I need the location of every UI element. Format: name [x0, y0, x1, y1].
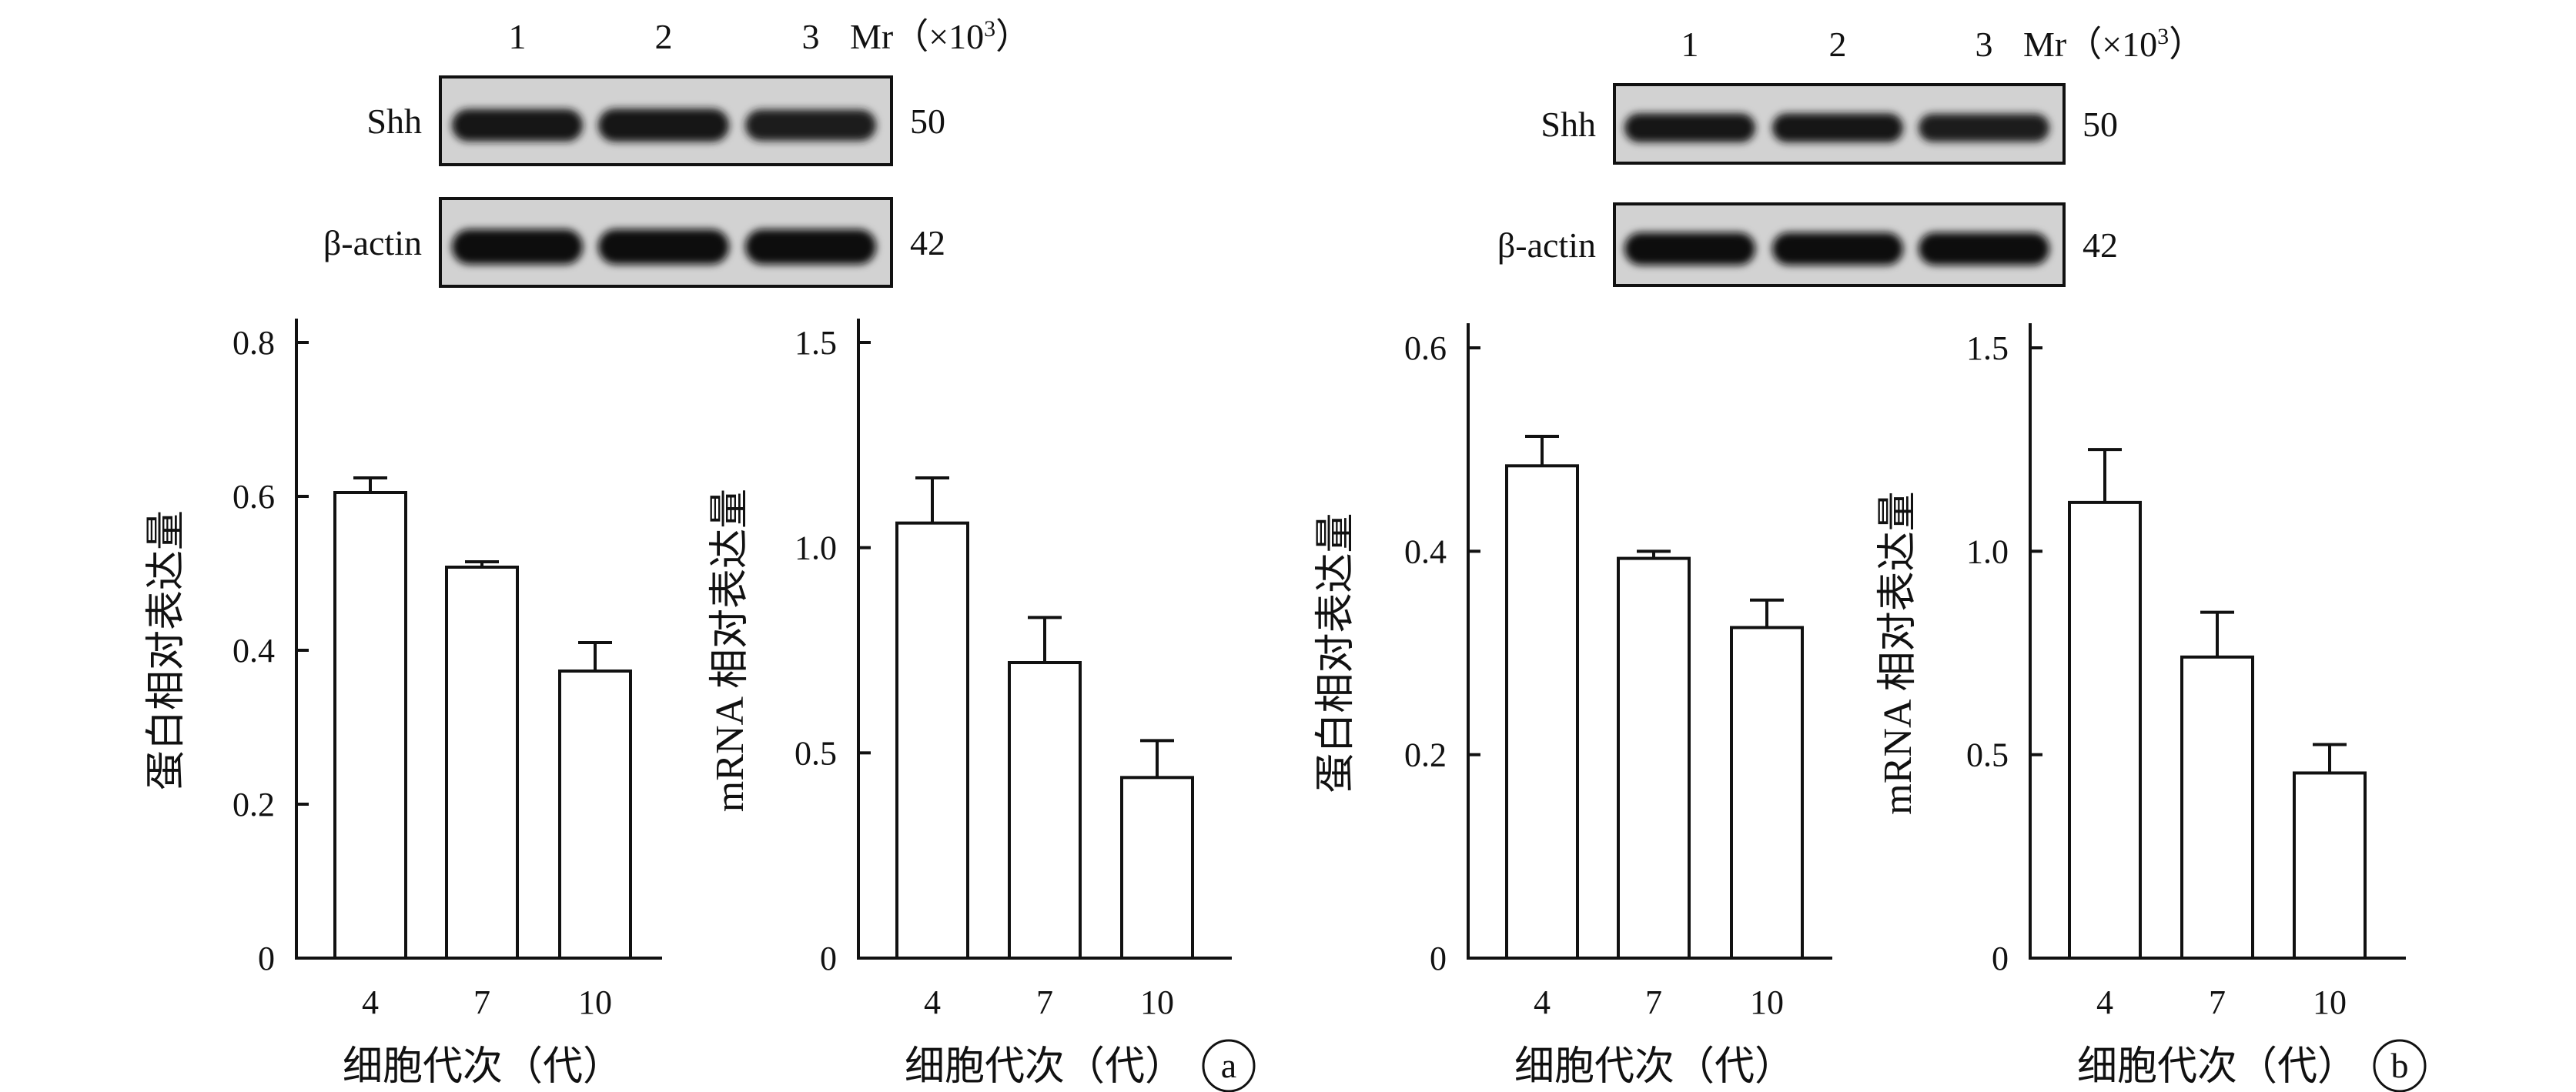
bar [445, 566, 519, 960]
x-tick-label: 7 [2209, 983, 2226, 1021]
molecular-weight-label: 50 [2083, 105, 2118, 144]
western-blot-layer: 1 2 3 Mr（×103）Shh 50β-actin 421 2 3 Mr（×103）Shh 5… [323, 16, 2204, 288]
molecular-weight-label: 42 [2083, 225, 2118, 265]
y-axis-label: mRNA 相对表达量 [708, 489, 752, 812]
molecular-weight-label: 50 [910, 102, 945, 141]
x-tick-label: 4 [1534, 983, 1551, 1021]
x-axis-label: 细胞代次（代） [2077, 1045, 2357, 1089]
mr-label-text: Mr（×10 [2023, 25, 2157, 64]
x-tick-label: 4 [2096, 983, 2113, 1021]
protein-label: Shh [366, 102, 422, 141]
bar [333, 491, 407, 960]
y-tick-label: 0.2 [233, 786, 275, 823]
y-axis-label: mRNA 相对表达量 [1876, 491, 1920, 814]
panel-label-b: b [2373, 1039, 2427, 1092]
bar-chart-3: 0 0.2 0.4 0.6 4 7 10 细胞代次（代） 蛋白相对表达量 [1314, 323, 1832, 1089]
panel-label-a: a [1202, 1039, 1256, 1092]
mr-label-close: ） [995, 17, 1031, 56]
y-tick-label: 0 [1430, 940, 1447, 977]
mr-label-close: ） [2169, 25, 2204, 64]
blot-band [1624, 232, 1755, 265]
blot-band [1772, 232, 1903, 265]
mr-label: Mr（×103） [850, 16, 1031, 57]
bar-charts-layer: 0 0.2 0.4 0.6 0.8 4 7 10 细胞代次（代） 蛋白相对表达量 0 0.5 1.0 1.… [145, 319, 2406, 1089]
x-tick-label: 10 [1140, 983, 1174, 1021]
mr-label-superscript: 3 [2157, 24, 2169, 49]
y-tick-label: 0.6 [1404, 329, 1447, 367]
x-axis-label: 细胞代次（代） [1514, 1045, 1795, 1089]
y-tick-label: 0.4 [233, 632, 275, 670]
y-tick-label: 1.0 [795, 529, 837, 567]
bar-chart-2: 0 0.5 1.0 1.5 4 7 10 细胞代次（代） mRNA 相对表达量 [708, 319, 1232, 1089]
y-tick-label: 0 [820, 940, 837, 977]
blot-band [598, 229, 729, 265]
bar [1505, 464, 1579, 960]
protein-label: Shh [1541, 105, 1596, 144]
blot-band [1919, 232, 2049, 265]
lane-number: 3 [802, 17, 820, 56]
blot-band [745, 109, 876, 141]
mr-label: Mr（×103） [2023, 24, 2204, 65]
bar [1120, 776, 1194, 960]
panel-label-text: b [2391, 1046, 2409, 1085]
blot-band [745, 229, 876, 265]
blot-band [1919, 113, 2049, 142]
mr-label-text: Mr（×10 [850, 17, 984, 56]
bar-chart-4: 0 0.5 1.0 1.5 4 7 10 细胞代次（代） mRNA 相对表达量 [1876, 323, 2406, 1089]
x-axis-label: 细胞代次（代） [343, 1045, 623, 1089]
y-tick-label: 1.5 [1966, 329, 2009, 367]
y-axis-label: 蛋白相对表达量 [1314, 513, 1358, 793]
lane-number: 2 [1829, 25, 1847, 64]
bar [1008, 661, 1082, 960]
x-axis-label: 细胞代次（代） [905, 1045, 1185, 1089]
blot-band [452, 109, 583, 142]
blot-band [1772, 113, 1903, 142]
lane-number: 2 [655, 17, 673, 56]
protein-label: β-actin [323, 223, 422, 262]
mr-label-superscript: 3 [984, 16, 995, 42]
lane-number: 1 [1681, 25, 1699, 64]
bar [558, 670, 632, 960]
blot-band [598, 109, 729, 142]
bar [1730, 626, 1804, 960]
y-axis-label: 蛋白相对表达量 [145, 510, 189, 790]
bar [2068, 500, 2142, 960]
blot-band [1624, 113, 1755, 142]
blot-band [452, 229, 583, 265]
bar [2293, 771, 2367, 960]
y-tick-label: 0.4 [1404, 533, 1447, 570]
x-tick-label: 10 [578, 983, 612, 1021]
bar-chart-1: 0 0.2 0.4 0.6 0.8 4 7 10 细胞代次（代） 蛋白相对表达量 [145, 319, 662, 1089]
bar [2180, 655, 2254, 960]
y-tick-label: 0.2 [1404, 736, 1447, 774]
y-tick-label: 0.5 [1966, 736, 2009, 774]
bar [895, 521, 969, 960]
y-tick-label: 1.5 [795, 324, 837, 362]
panel-label-circle [1202, 1039, 1256, 1092]
y-tick-label: 1.0 [1966, 533, 2009, 570]
lane-number: 1 [509, 17, 527, 56]
y-tick-label: 0.5 [795, 734, 837, 772]
bar [1617, 556, 1691, 960]
molecular-weight-label: 42 [910, 223, 945, 262]
lane-number: 3 [1975, 25, 1993, 64]
y-tick-label: 0 [1992, 940, 2009, 977]
y-tick-label: 0.8 [233, 324, 275, 362]
x-tick-label: 7 [1645, 983, 1662, 1021]
y-tick-label: 0 [258, 940, 275, 977]
x-tick-label: 10 [1750, 983, 1784, 1021]
protein-label: β-actin [1497, 225, 1596, 265]
panel-label-text: a [1221, 1046, 1236, 1085]
blot-panel-b: 1 2 3 Mr（×103）Shh 50β-actin 42 [1497, 24, 2204, 287]
x-tick-label: 4 [362, 983, 379, 1021]
blot-panel-a: 1 2 3 Mr（×103）Shh 50β-actin 42 [323, 16, 1031, 288]
x-tick-label: 7 [1036, 983, 1053, 1021]
x-tick-label: 7 [473, 983, 490, 1021]
x-tick-label: 10 [2313, 983, 2347, 1021]
panel-label-circle [2373, 1039, 2427, 1092]
x-tick-label: 4 [924, 983, 941, 1021]
y-tick-label: 0.6 [233, 478, 275, 516]
